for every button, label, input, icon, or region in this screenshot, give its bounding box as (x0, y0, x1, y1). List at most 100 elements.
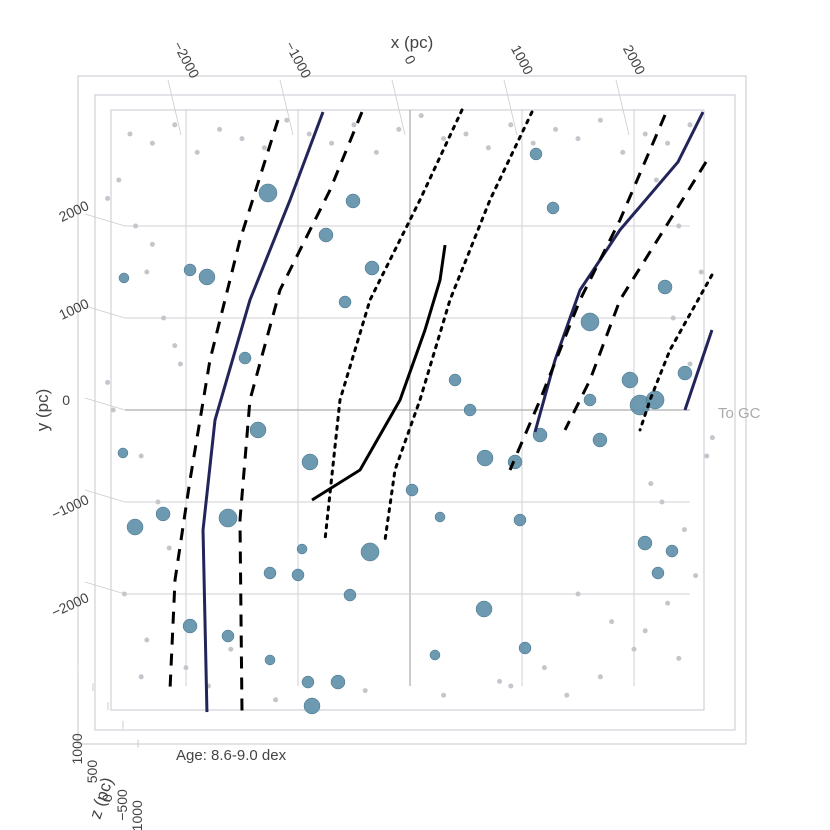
cluster-point (529, 147, 543, 161)
tick-leader (391, 79, 406, 136)
field-point (138, 453, 144, 459)
field-point (497, 678, 503, 684)
cluster-point (249, 421, 267, 439)
field-point (329, 140, 335, 146)
cluster-point (238, 351, 252, 365)
cluster-point (360, 542, 380, 562)
cluster-point (118, 272, 130, 284)
field-point (670, 315, 676, 321)
field-point (665, 600, 671, 606)
field-point (396, 126, 402, 132)
x-tick-label: −2000 (170, 39, 203, 81)
field-point (144, 269, 150, 275)
arm-line (383, 110, 534, 542)
cluster-point (264, 654, 276, 666)
arm-line (168, 119, 280, 691)
x-tick-label: 0 (402, 52, 420, 67)
field-point (127, 131, 133, 137)
cluster-point (258, 183, 278, 203)
field-point (698, 269, 704, 275)
field-point (116, 177, 122, 183)
y-axis-title: y (pc) (33, 389, 52, 432)
cluster-point (117, 447, 129, 459)
field-point (709, 435, 715, 441)
y-tick-label: −1000 (49, 491, 92, 522)
arm-line (533, 111, 705, 433)
arm-line (323, 108, 464, 542)
x-tick-label: 1000 (508, 42, 537, 77)
field-point (217, 126, 223, 132)
z-tick-label: 0 (99, 794, 115, 802)
field-point (564, 692, 570, 698)
arm-line (563, 161, 708, 431)
grid (77, 79, 690, 748)
field-point (553, 126, 559, 132)
field-point (653, 177, 659, 183)
field-point (687, 361, 693, 367)
x-tick-label: −1000 (282, 39, 315, 81)
field-point (659, 499, 665, 505)
field-point (441, 136, 447, 142)
field-point (541, 665, 547, 671)
cluster-point (343, 588, 357, 602)
field-point (676, 655, 682, 661)
cluster-point (218, 508, 238, 528)
field-point (121, 591, 127, 597)
field-point (284, 117, 290, 123)
field-point (183, 665, 189, 671)
arm-line (311, 244, 447, 502)
cluster-point (301, 675, 315, 689)
tick-leader (84, 581, 126, 595)
cluster-point (657, 279, 673, 295)
cluster-point (429, 649, 441, 661)
field-point (485, 145, 491, 151)
field-point (273, 697, 279, 703)
cluster-point (476, 449, 494, 467)
field-point (642, 628, 648, 634)
field-point (149, 241, 155, 247)
field-point (620, 149, 626, 155)
field-point (373, 149, 379, 155)
cluster-point (637, 535, 653, 551)
cluster-point (330, 674, 346, 690)
field-point (166, 545, 172, 551)
field-point (681, 527, 687, 533)
cluster-point (621, 371, 639, 389)
field-point (665, 140, 671, 146)
cluster-point (318, 227, 334, 243)
cluster-point (448, 373, 462, 387)
arm-line (508, 114, 667, 471)
x-axis-title: x (pc) (391, 33, 434, 52)
z-tick-label: 1000 (69, 733, 85, 764)
field-point (351, 122, 357, 128)
field-point (704, 453, 710, 459)
marks (105, 108, 715, 715)
field-point (597, 117, 603, 123)
field-point (228, 646, 234, 652)
tick-leader (279, 79, 294, 136)
cluster-point (263, 566, 277, 580)
cluster-point (338, 295, 352, 309)
field-point (642, 131, 648, 137)
tick-leader (84, 489, 126, 503)
cluster-point (651, 566, 665, 580)
field-point (418, 113, 424, 119)
arm-line (683, 329, 714, 411)
field-point (609, 619, 615, 625)
field-point (149, 140, 155, 146)
arm-line (638, 273, 714, 432)
y-tick-label: 2000 (56, 197, 91, 225)
y-tick-label: 0 (62, 392, 70, 408)
tick-leader (167, 79, 182, 136)
cluster-point (182, 618, 198, 634)
field-point (676, 223, 682, 229)
cluster-point (198, 268, 216, 286)
cluster-point (155, 506, 171, 522)
field-point (508, 683, 514, 689)
field-point (177, 361, 183, 367)
cluster-point (475, 600, 493, 618)
z-tick-label: 500 (84, 760, 100, 784)
field-point (693, 573, 699, 579)
field-point (133, 223, 139, 229)
field-point (575, 136, 581, 142)
